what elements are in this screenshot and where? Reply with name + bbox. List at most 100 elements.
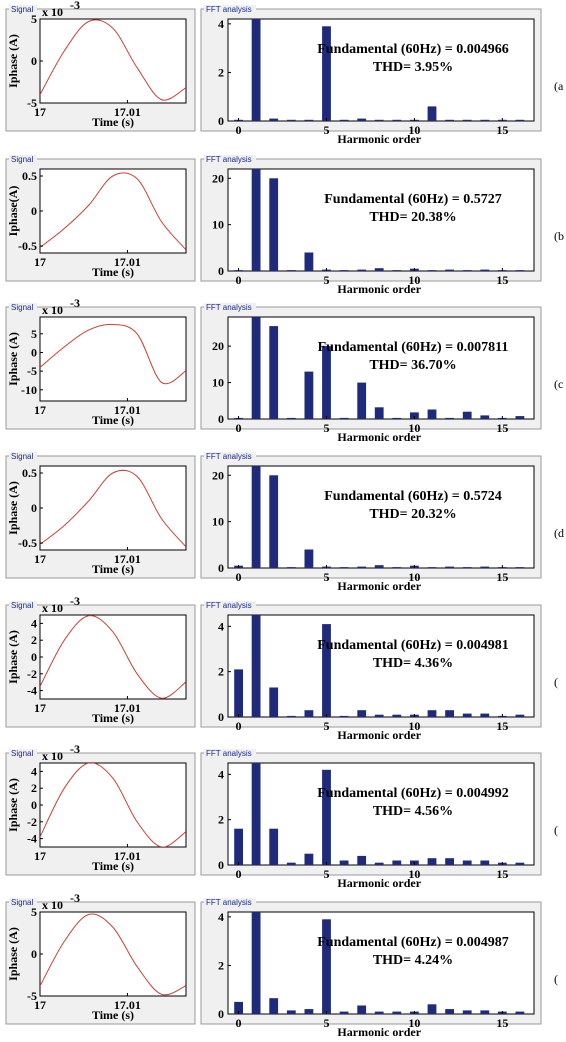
fft-bar [269,687,279,717]
fft-bar [462,1010,472,1014]
signal-multiplier-exp: -3 [70,891,80,905]
fft-ytick-label: 4 [218,910,224,924]
fft-bar [462,860,472,865]
signal-ytick-label: 0.5 [22,169,37,183]
signal-ytick-label: -5 [27,989,37,1003]
fft-annotation-fundamental: Fundamental (60Hz) = 0.004987 [317,935,509,950]
fft-bar [286,417,296,419]
signal-xlabel: Time (s) [92,562,134,576]
fft-xtick-label: 5 [323,421,329,435]
signal-ytick-label: 5 [31,12,37,26]
fft-xlabel: Harmonic order [337,579,421,593]
fft-annotation-thd: THD= 36.70% [369,358,456,373]
signal-ytick-label: 0 [31,54,37,68]
fft-bar [286,715,296,717]
fft-xtick-label: 5 [323,1016,329,1030]
fft-ytick-label: 0 [218,264,224,278]
signal-ylabel: Iphase (A) [6,34,20,88]
signal-title-bg [9,303,37,312]
row-label: (b [554,229,564,243]
signal-ytick-label: 5 [31,905,37,919]
fft-bar [269,326,279,419]
fft-xtick-label: 15 [496,421,508,435]
fft-ytick-label: 0 [218,1007,224,1021]
fft-annotation-thd: THD= 4.36% [373,656,453,671]
fft-bar [339,270,349,271]
fft-bar [251,615,261,717]
fft-bar [357,382,367,419]
signal-xtick-label: 17 [34,701,46,715]
fft-bar [392,860,402,865]
signal-ytick-label: 2 [31,633,37,647]
fft-title-bg [204,898,256,907]
fft-ytick-label: 10 [212,376,224,390]
fft-bar [462,411,472,419]
fft-axes [227,614,535,718]
signal-axes [39,614,187,700]
signal-xlabel: Time (s) [92,413,134,427]
signal-xtick-label: 17.01 [114,255,141,269]
fft-bar [427,270,437,271]
signal-ytick-label: 0 [31,947,37,961]
fft-xtick-label: 0 [236,123,242,137]
signal-multiplier-exp: -3 [70,296,80,310]
signal-multiplier-exp: -3 [70,0,80,12]
signal-xtick-label: 17.01 [114,403,141,417]
fft-bar [480,713,490,717]
signal-ylabel: Iphase (A) [6,778,20,832]
fft-bar [462,270,472,271]
fft-bar [515,714,525,717]
signal-axes [39,168,187,254]
fft-annotation-fundamental: Fundamental (60Hz) = 0.004992 [317,786,509,801]
fft-ytick-label: 4 [218,767,224,781]
signal-line [40,172,186,250]
signal-xlabel: Time (s) [92,265,134,279]
fft-bar [392,714,402,717]
fft-xtick-label: 15 [496,1016,508,1030]
fft-ytick-label: 0 [218,710,224,724]
signal-title: Signal [11,155,33,164]
fft-bar [286,862,296,865]
fft-xtick-label: 15 [496,123,508,137]
fft-bar [322,769,331,865]
fft-bar [357,710,367,717]
fft-xtick-label: 10 [408,719,420,733]
fft-annotation-fundamental: Fundamental (60Hz) = 0.5724 [324,489,502,504]
fft-bar [480,1010,490,1014]
fft-xtick-label: 0 [236,1016,242,1030]
fft-annotation-thd: THD= 4.56% [373,804,453,819]
signal-title-bg [9,155,37,164]
signal-xtick-label: 17.01 [114,998,141,1012]
fft-ytick-label: 0 [218,412,224,426]
signal-title: Signal [11,303,33,312]
signal-line [40,323,186,385]
fft-bar [445,269,454,271]
signal-xtick-label: 17.01 [114,552,141,566]
fft-annotation-thd: THD= 3.95% [373,60,453,75]
fft-ytick-label: 20 [212,339,224,353]
signal-ylabel: Iphase(A) [6,186,20,237]
fft-bar [251,169,261,271]
fft-bar [480,269,490,271]
signal-multiplier: x 10 [42,749,63,763]
signal-ytick-label: -2 [27,815,37,829]
signal-xlabel: Time (s) [92,711,134,725]
fft-xtick-label: 0 [236,719,242,733]
fft-bar [480,415,490,419]
signal-axes [39,18,187,104]
fft-bar [515,862,525,865]
fft-bar [339,119,349,121]
fft-xtick-label: 15 [496,867,508,881]
signal-title-bg [9,898,37,907]
fft-bar [392,417,402,419]
fft-bar [234,1001,243,1014]
fft-panel: FFT analysis 0 10 20 0 5 10 15 Harmonic order Fun… [200,155,542,296]
fft-panel: FFT analysis 0 10 20 0 5 10 15 Harmonic order Fun… [200,303,542,444]
fft-annotation-fundamental: Fundamental (60Hz) = 0.004966 [317,42,509,57]
signal-xlabel: Time (s) [92,1008,134,1022]
fft-bar [480,566,490,568]
